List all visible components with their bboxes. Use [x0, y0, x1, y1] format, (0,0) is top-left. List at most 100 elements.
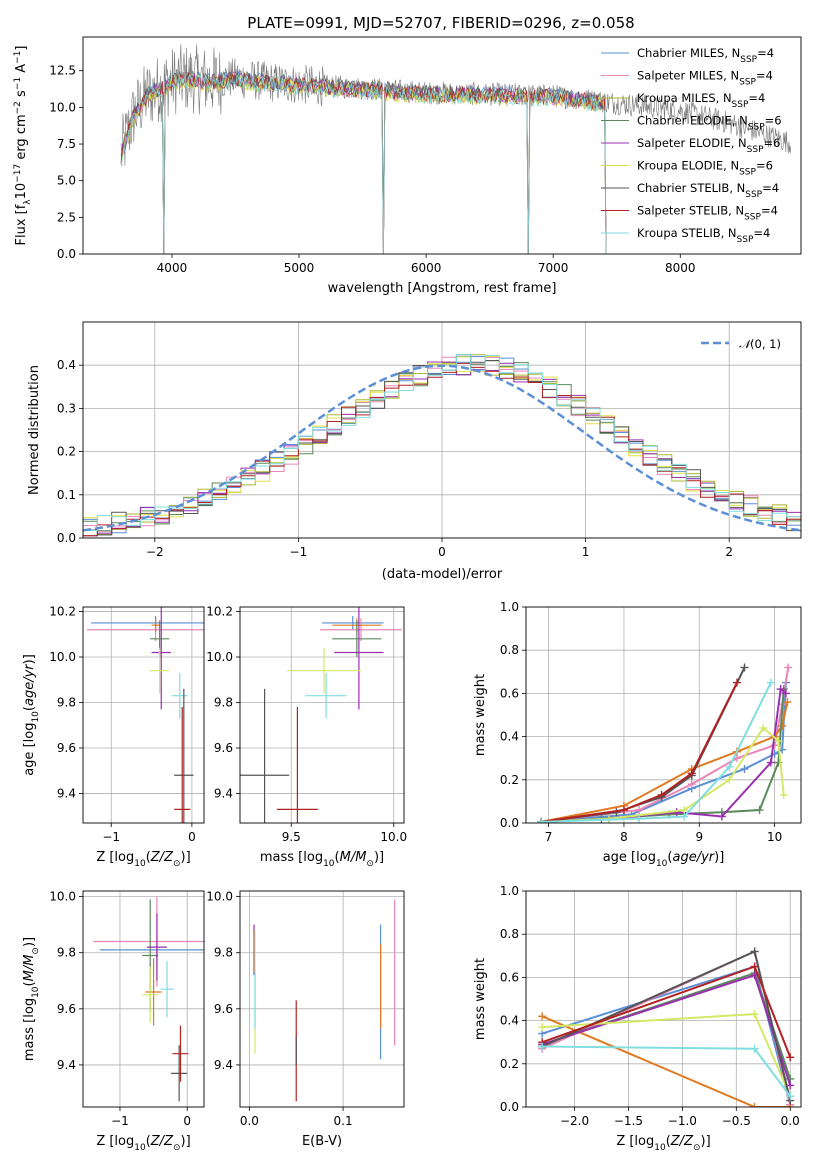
x-tick-label: −1.0	[668, 1114, 697, 1128]
x-tick-label: 0.0	[781, 1114, 800, 1128]
x-tick-label: 8000	[665, 261, 696, 275]
label-part: SSP	[739, 168, 756, 178]
x-tick-label: 0.1	[334, 1114, 353, 1128]
label-part: Flux [f	[14, 204, 29, 245]
panel-mass-vs-Z: −1 09.49.69.810.0Z [log10(Z/Z⊙)]mass [log…	[22, 890, 205, 1153]
panel-spectrum: 4000 5000 6000 7000 8000 0.0 2.5 5.0 7.5 10.0 12.5…	[13, 36, 802, 296]
x-tick-label: −1.5	[614, 1114, 643, 1128]
label-part: −2	[13, 101, 23, 114]
label-part: SSP	[748, 123, 765, 133]
y-tick-label: 1.0	[500, 884, 519, 898]
y-axis-label: Flux [fλ10−17 erg cm−2 s−1 A−1]	[13, 46, 33, 246]
legend-entry: Kroupa MILES, NSSP=4	[637, 91, 765, 110]
plot-area	[83, 891, 204, 1107]
label-part: Z/Z	[150, 1134, 174, 1149]
y-tick-label: 2.5	[57, 210, 76, 224]
y-tick-label: 9.4	[214, 786, 233, 800]
label-part: 10	[134, 859, 146, 869]
y-tick-label: 10.0	[206, 890, 233, 904]
y-tick-label: 7.5	[57, 137, 76, 151]
label-part: =4	[753, 226, 770, 240]
plot-area	[240, 607, 404, 823]
label-part: mass [log	[22, 998, 37, 1061]
legend-entry: Salpeter STELIB, NSSP=4	[637, 204, 778, 223]
label-part: SSP	[739, 78, 756, 88]
y-tick-label: 9.6	[214, 741, 233, 755]
series-line-6	[540, 667, 746, 823]
x-tick-label: 4000	[157, 261, 188, 275]
label-part: Chabrier MILES, N	[637, 46, 740, 60]
legend-entry: Chabrier ELODIE, NSSP=6	[637, 114, 782, 133]
label-part: =4	[761, 204, 778, 218]
axes-frame	[82, 321, 802, 539]
label-part: age/yr	[22, 663, 37, 706]
series-line-5	[541, 726, 785, 823]
label-part: Kroupa ELODIE, N	[637, 159, 739, 173]
series-line-8	[542, 1045, 792, 1097]
label-part: −1	[13, 51, 23, 64]
label-part: ⊙	[693, 1143, 701, 1153]
x-tick-label: 6000	[411, 261, 442, 275]
y-tick-label: 10.0	[206, 650, 233, 664]
normal-curve	[83, 364, 801, 532]
y-tick-label: 0.2	[57, 445, 76, 459]
label-part: A	[14, 64, 29, 77]
label-part: (	[335, 850, 340, 865]
plot-area	[83, 322, 801, 538]
label-part: M/M	[340, 850, 367, 865]
label-part: Z/Z	[150, 850, 174, 865]
y-tick-label: 0.6	[500, 970, 519, 984]
plot-area	[240, 891, 404, 1107]
label-part: SSP	[744, 213, 761, 223]
legend-entry: Salpeter ELODIE, NSSP=6	[637, 136, 780, 155]
y-tick-label: 0.8	[500, 643, 519, 657]
label-part: 10	[134, 1143, 146, 1153]
label-part: )]	[22, 654, 37, 664]
label-part: =6	[756, 159, 773, 173]
label-part: (	[146, 1134, 151, 1149]
x-tick-label: 2	[725, 545, 733, 559]
series-line-0	[541, 682, 787, 823]
y-tick-label: 12.5	[49, 64, 76, 78]
label-part: Chabrier STELIB, N	[637, 181, 745, 195]
label-part: 10	[654, 1143, 666, 1153]
histogram-3	[83, 360, 801, 532]
label-part: 10	[31, 986, 41, 998]
label-part: −1	[13, 77, 23, 90]
series-line-0	[541, 965, 792, 1106]
label-part: 10	[656, 859, 668, 869]
label-part: Z [log	[96, 850, 134, 865]
label-part: )]	[181, 850, 191, 865]
legend-entry: Chabrier MILES, NSSP=4	[637, 46, 774, 65]
y-tick-label: 9.8	[57, 695, 76, 709]
label-part: Salpeter MILES, N	[637, 69, 739, 83]
label-part: Kroupa STELIB, N	[637, 226, 737, 240]
y-tick-label: 10.2	[49, 605, 76, 619]
y-tick-label: 10.0	[49, 650, 76, 664]
label-part: Z/Z	[670, 1134, 694, 1149]
x-tick-label: 0	[183, 1114, 191, 1128]
y-tick-label: 9.4	[57, 786, 76, 800]
legend-entry: Chabrier STELIB, NSSP=4	[637, 181, 779, 200]
label-part: Chabrier ELODIE, N	[637, 114, 748, 128]
label-part: )]	[374, 850, 384, 865]
series-line-7	[541, 965, 792, 1058]
label-part: (0, 1)	[750, 337, 781, 351]
y-tick-label: 9.4	[57, 1058, 76, 1072]
y-tick-label: 0.2	[500, 773, 519, 787]
x-axis-label: (data-model)/error	[382, 567, 503, 582]
x-tick-label: −1	[111, 1114, 129, 1128]
label-part: ⊙	[366, 859, 374, 869]
model-line-8	[120, 73, 607, 254]
x-axis-label: mass [log10(M/M⊙)]	[260, 850, 384, 869]
label-part: Kroupa MILES, N	[637, 91, 732, 105]
x-tick-label: 0	[188, 830, 196, 844]
y-tick-label: 0.0	[57, 531, 76, 545]
panel-age-vs-Z: −1 09.49.69.810.010.2Z [log10(Z/Z⊙)]age […	[22, 605, 205, 869]
label-part: ⊙	[31, 947, 41, 955]
y-axis-label: mass [log10(M/M⊙)]	[22, 937, 41, 1061]
y-tick-label: 0.6	[500, 686, 519, 700]
label-part: SSP	[740, 55, 757, 65]
